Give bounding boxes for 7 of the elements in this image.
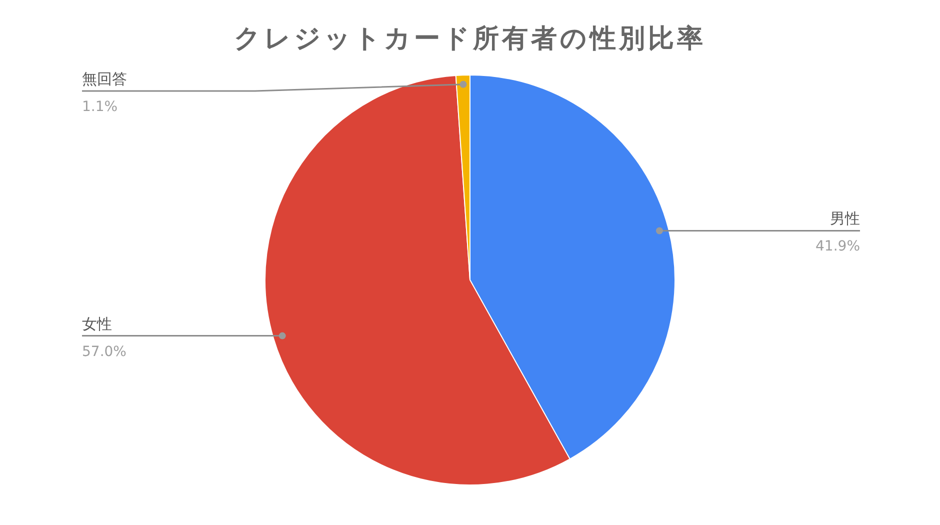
chart-title: クレジットカード所有者の性別比率 xyxy=(233,23,707,56)
data-label: 1.1% xyxy=(82,99,118,115)
data-label: 57.0% xyxy=(82,344,126,360)
slice-label: 女性 xyxy=(82,314,112,333)
data-label: 41.9% xyxy=(816,238,860,255)
slice-label: 男性 xyxy=(830,210,860,228)
slice-label: 無回答 xyxy=(82,70,127,88)
